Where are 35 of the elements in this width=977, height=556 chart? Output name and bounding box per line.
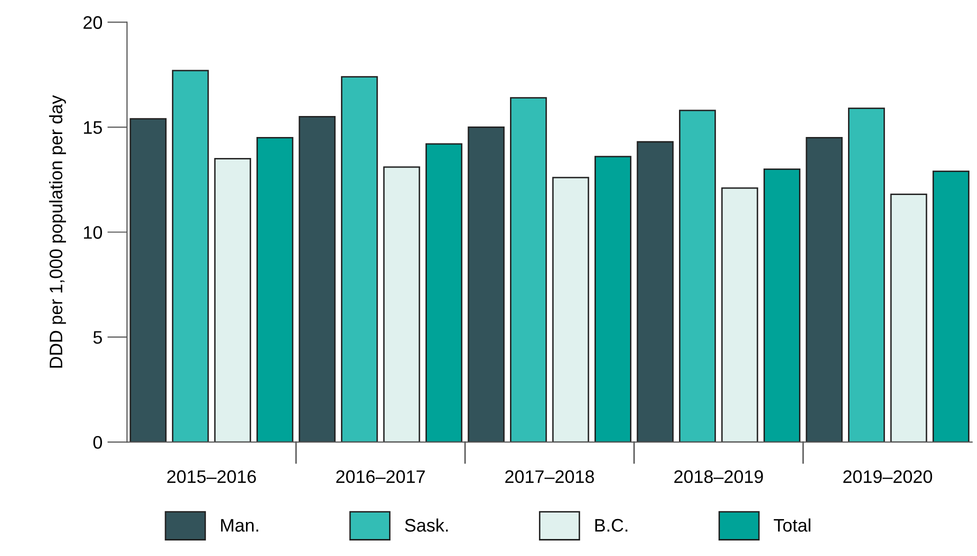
bar: [425, 143, 462, 442]
y-tick-label: 5: [93, 331, 102, 344]
bar: [848, 108, 885, 442]
bar: [383, 166, 420, 442]
bar: [806, 136, 843, 442]
bar: [340, 76, 378, 442]
x-tick-label: 2016–2017: [336, 470, 425, 484]
bar: [594, 156, 632, 442]
y-tick-label: 20: [84, 16, 102, 29]
bar: [636, 141, 674, 442]
bar: [552, 176, 590, 442]
legend-label: Sask.: [405, 518, 448, 532]
bar: [890, 194, 928, 442]
y-tick-label: 10: [84, 226, 102, 239]
bar: [764, 168, 800, 442]
bar: [298, 116, 336, 442]
legend-label: B.C.: [595, 518, 628, 532]
bar: [679, 110, 716, 442]
bar: [256, 136, 294, 442]
y-tick-label: 0: [93, 436, 102, 449]
legend-label: Total: [774, 518, 810, 532]
bar: [130, 118, 167, 442]
x-tick-label: 2015–2016: [167, 470, 256, 484]
y-axis-title: DDD per 1,000 population per day: [49, 95, 66, 368]
x-tick-label: 2018–2019: [674, 470, 763, 484]
y-tick-label: 15: [84, 121, 102, 134]
bar: [214, 158, 252, 442]
bar: [468, 126, 505, 442]
bar: [510, 97, 547, 442]
x-tick-label: 2017–2018: [505, 470, 594, 484]
bar: [721, 187, 758, 442]
legend-label: Man.: [221, 519, 258, 532]
bar: [932, 170, 970, 442]
bar: [172, 70, 209, 442]
x-tick-label: 2019–2020: [843, 470, 932, 484]
